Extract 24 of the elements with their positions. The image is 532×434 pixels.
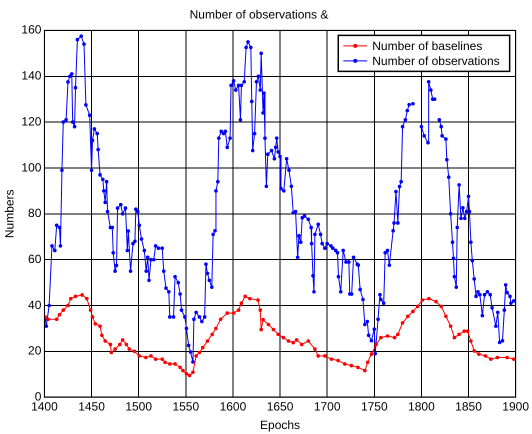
x-tick-label: 1900 [502, 400, 530, 414]
y-tick-label: 100 [21, 160, 42, 174]
y-tick-label: 20 [28, 344, 42, 358]
x-tick-label: 1700 [314, 400, 341, 414]
y-tick-label: 60 [28, 252, 42, 266]
chart-title: Number of observations & [190, 8, 328, 22]
x-tick-label: 1750 [360, 400, 388, 414]
x-tick-label: 1850 [455, 400, 482, 414]
x-tick-label: 1450 [78, 400, 106, 414]
y-tick-label: 140 [21, 68, 42, 83]
y-axis-title: Numbers [2, 189, 17, 238]
legend-label: Number of observations [372, 54, 500, 68]
y-tick-label: 120 [21, 114, 42, 128]
x-tick-label: 1800 [408, 400, 436, 414]
x-tick-label: 1600 [220, 400, 247, 414]
x-tick-label: 1550 [172, 400, 200, 414]
x-tick-label: 1500 [125, 400, 152, 414]
y-tick-label: 40 [28, 298, 42, 312]
x-tick-label: 1400 [31, 400, 58, 414]
legend-label: Number of baselines [372, 39, 482, 54]
y-tick-label: 80 [28, 206, 42, 220]
x-axis-title: Epochs [260, 418, 300, 432]
y-tick-label: 160 [21, 22, 42, 37]
x-tick-label: 1650 [266, 400, 294, 414]
